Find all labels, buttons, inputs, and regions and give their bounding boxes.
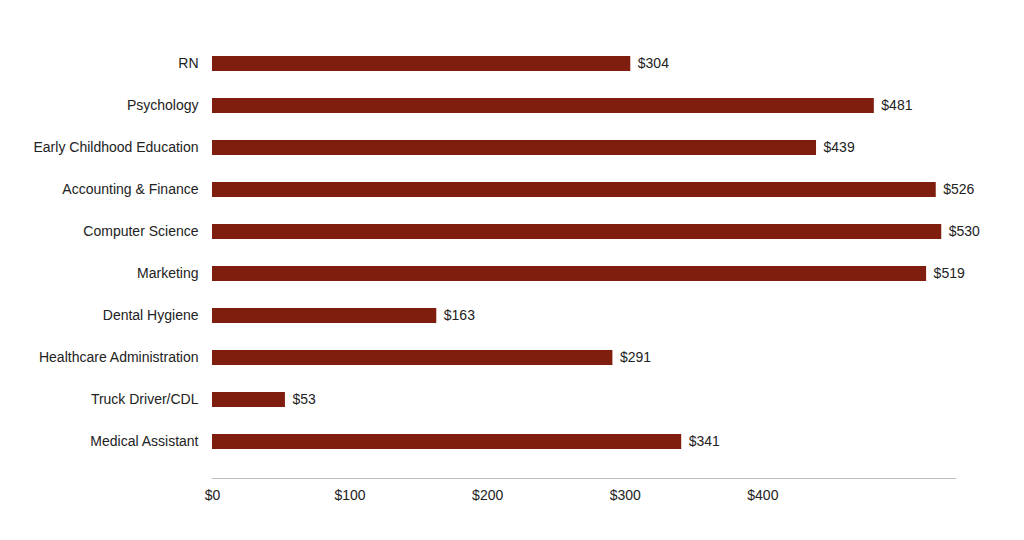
svg-text:$100: $100 <box>335 487 366 503</box>
svg-text:Healthcare Administration: Healthcare Administration <box>39 349 199 365</box>
svg-text:Medical Assistant: Medical Assistant <box>90 433 198 449</box>
svg-text:Dental Hygiene: Dental Hygiene <box>103 307 199 323</box>
svg-text:Psychology: Psychology <box>127 97 199 113</box>
svg-text:$341: $341 <box>689 433 720 449</box>
svg-text:$526: $526 <box>943 181 974 197</box>
svg-text:Accounting & Finance: Accounting & Finance <box>62 181 198 197</box>
svg-text:Early Childhood Education: Early Childhood Education <box>34 139 199 155</box>
svg-text:$163: $163 <box>444 307 475 323</box>
svg-text:$439: $439 <box>824 139 855 155</box>
svg-text:$291: $291 <box>620 349 651 365</box>
svg-text:RN: RN <box>178 55 198 71</box>
svg-text:$400: $400 <box>747 487 778 503</box>
svg-text:$530: $530 <box>949 223 980 239</box>
svg-text:$300: $300 <box>610 487 641 503</box>
svg-text:$53: $53 <box>292 391 316 407</box>
svg-text:$519: $519 <box>934 265 965 281</box>
svg-text:$0: $0 <box>205 487 221 503</box>
svg-text:Truck Driver/CDL: Truck Driver/CDL <box>91 391 199 407</box>
svg-text:$304: $304 <box>638 55 669 71</box>
svg-text:$200: $200 <box>472 487 503 503</box>
svg-text:$481: $481 <box>881 97 912 113</box>
svg-text:Computer Science: Computer Science <box>83 223 198 239</box>
svg-text:Marketing: Marketing <box>137 265 198 281</box>
